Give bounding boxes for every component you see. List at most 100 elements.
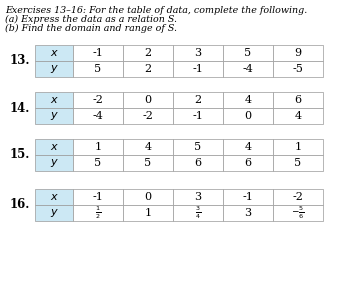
Text: 1: 1 [95, 142, 101, 152]
Text: 5: 5 [145, 158, 151, 168]
Bar [273, 139, 323, 155]
Bar [73, 92, 123, 108]
Bar [173, 139, 223, 155]
Bar [123, 189, 173, 205]
Bar [173, 108, 223, 124]
Text: 3: 3 [245, 208, 252, 218]
Text: 4: 4 [245, 95, 252, 105]
Bar [35, 155, 73, 171]
Bar [35, 45, 73, 61]
Bar [273, 92, 323, 108]
Text: Exercises 13–16: For the table of data, complete the following.: Exercises 13–16: For the table of data, … [5, 6, 307, 15]
Bar [123, 92, 173, 108]
Bar [173, 45, 223, 61]
Bar [123, 155, 173, 171]
Bar [173, 189, 223, 205]
Text: 0: 0 [245, 111, 252, 121]
Bar [123, 139, 173, 155]
Bar [35, 189, 73, 205]
Text: $y$: $y$ [50, 110, 59, 122]
Bar [223, 189, 273, 205]
Text: 14.: 14. [10, 102, 30, 115]
Text: 5: 5 [245, 48, 252, 58]
Bar [35, 139, 73, 155]
Text: 0: 0 [145, 192, 151, 202]
Text: -1: -1 [193, 64, 204, 74]
Bar [35, 108, 73, 124]
Bar [273, 61, 323, 77]
Bar [223, 61, 273, 77]
Text: -2: -2 [92, 95, 104, 105]
Text: $x$: $x$ [50, 142, 58, 152]
Bar [73, 189, 123, 205]
Text: 13.: 13. [10, 55, 30, 67]
Bar [273, 205, 323, 221]
Text: $y$: $y$ [50, 207, 59, 219]
Bar [223, 139, 273, 155]
Text: 6: 6 [294, 95, 302, 105]
Text: 15.: 15. [10, 148, 30, 162]
Text: 6: 6 [195, 158, 201, 168]
Text: 1: 1 [145, 208, 151, 218]
Text: -1: -1 [243, 192, 254, 202]
Bar [173, 92, 223, 108]
Bar [73, 205, 123, 221]
Text: 3: 3 [195, 192, 201, 202]
Text: 5: 5 [294, 158, 302, 168]
Text: -2: -2 [293, 192, 304, 202]
Bar [223, 108, 273, 124]
Text: 9: 9 [294, 48, 302, 58]
Bar [73, 61, 123, 77]
Bar [173, 61, 223, 77]
Text: 1: 1 [294, 142, 302, 152]
Text: 2: 2 [195, 95, 201, 105]
Text: (b) Find the domain and range of S.: (b) Find the domain and range of S. [5, 24, 177, 33]
Bar [35, 92, 73, 108]
Text: 4: 4 [145, 142, 151, 152]
Text: 5: 5 [95, 64, 101, 74]
Bar [73, 45, 123, 61]
Text: $y$: $y$ [50, 157, 59, 169]
Text: 6: 6 [245, 158, 252, 168]
Bar [73, 108, 123, 124]
Text: -2: -2 [142, 111, 154, 121]
Bar [173, 205, 223, 221]
Text: -5: -5 [293, 64, 304, 74]
Bar [273, 45, 323, 61]
Text: -4: -4 [243, 64, 254, 74]
Text: 5: 5 [195, 142, 201, 152]
Text: 0: 0 [145, 95, 151, 105]
Bar [123, 45, 173, 61]
Bar [123, 205, 173, 221]
Text: 2: 2 [145, 64, 151, 74]
Text: 16.: 16. [10, 198, 30, 211]
Text: 4: 4 [245, 142, 252, 152]
Text: $-\frac{5}{6}$: $-\frac{5}{6}$ [291, 205, 305, 221]
Text: -1: -1 [92, 192, 104, 202]
Text: -1: -1 [193, 111, 204, 121]
Bar [123, 108, 173, 124]
Bar [273, 108, 323, 124]
Bar [223, 155, 273, 171]
Bar [223, 45, 273, 61]
Bar [35, 61, 73, 77]
Bar [73, 155, 123, 171]
Text: $x$: $x$ [50, 192, 58, 202]
Text: $\frac{3}{4}$: $\frac{3}{4}$ [195, 205, 201, 221]
Bar [223, 92, 273, 108]
Text: -1: -1 [92, 48, 104, 58]
Bar [173, 155, 223, 171]
Text: (a) Express the data as a relation S.: (a) Express the data as a relation S. [5, 15, 177, 24]
Bar [73, 139, 123, 155]
Text: 3: 3 [195, 48, 201, 58]
Text: $y$: $y$ [50, 63, 59, 75]
Bar [223, 205, 273, 221]
Text: $x$: $x$ [50, 48, 58, 58]
Bar [273, 189, 323, 205]
Bar [273, 155, 323, 171]
Text: 5: 5 [95, 158, 101, 168]
Text: 4: 4 [294, 111, 302, 121]
Bar [35, 205, 73, 221]
Text: $x$: $x$ [50, 95, 58, 105]
Text: -4: -4 [92, 111, 104, 121]
